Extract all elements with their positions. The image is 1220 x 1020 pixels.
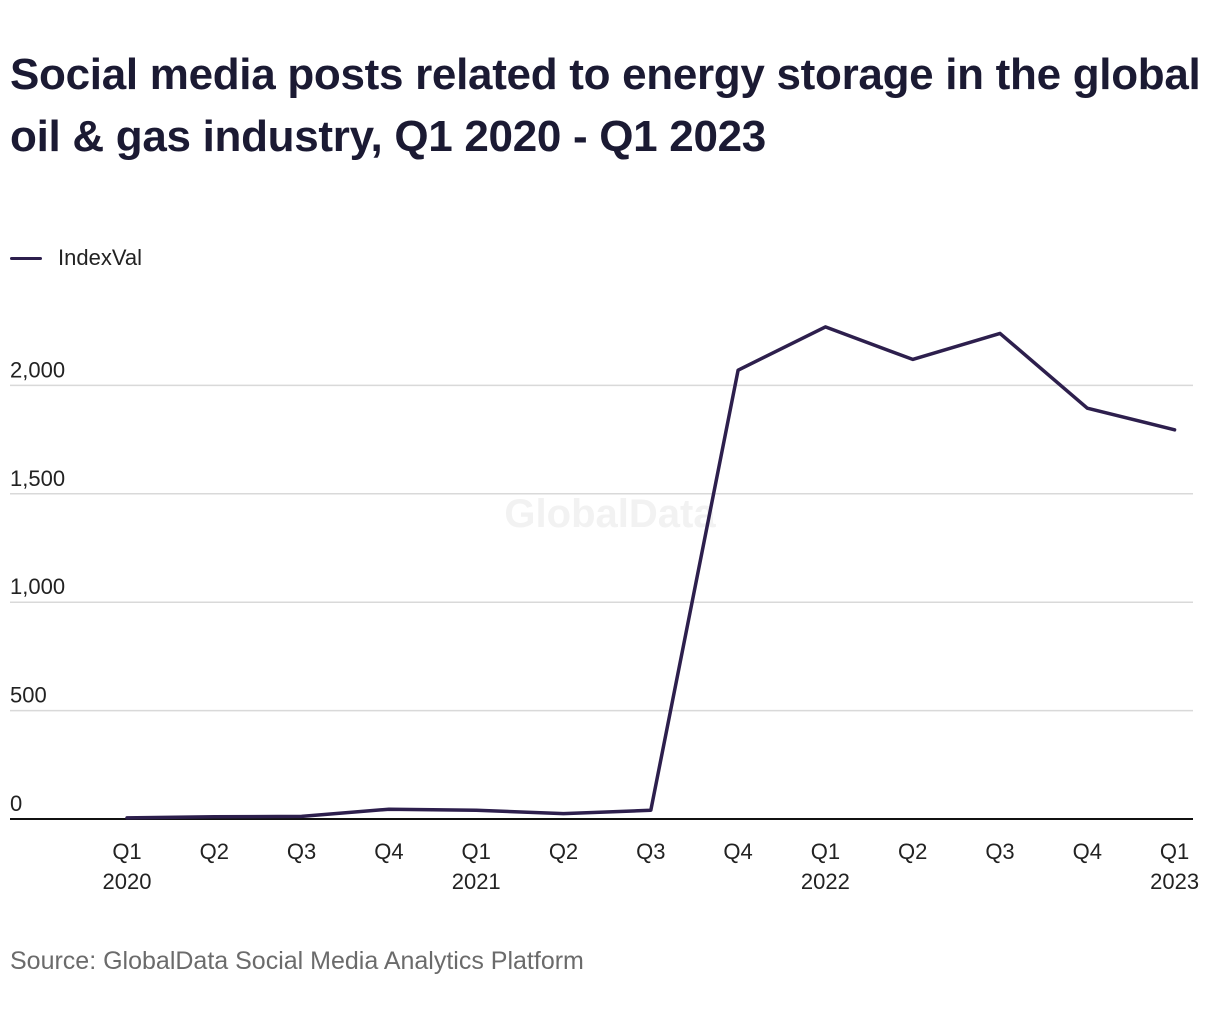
x-tick-label: Q2 — [549, 839, 578, 864]
x-tick-label: Q4 — [723, 839, 752, 864]
data-point — [1086, 407, 1089, 410]
y-tick-label: 2,000 — [10, 357, 65, 382]
data-point — [737, 369, 740, 372]
x-tick-label: Q4 — [374, 839, 403, 864]
data-point — [562, 812, 565, 815]
x-tick-year-label: 2022 — [801, 869, 850, 894]
watermark: GlobalData — [504, 492, 716, 536]
x-tick-label: Q3 — [636, 839, 665, 864]
y-tick-label: 500 — [10, 683, 47, 708]
x-tick-label: Q2 — [898, 839, 927, 864]
data-point — [126, 816, 129, 819]
x-tick-year-label: 2021 — [452, 869, 501, 894]
y-tick-label: 1,000 — [10, 574, 65, 599]
data-point — [911, 358, 914, 361]
data-point — [999, 332, 1002, 335]
data-point — [213, 815, 216, 818]
x-tick-label: Q1 — [462, 839, 491, 864]
x-tick-year-label: 2023 — [1150, 869, 1199, 894]
data-point — [475, 809, 478, 812]
x-tick-year-label: 2020 — [103, 869, 152, 894]
x-tick-label: Q1 — [811, 839, 840, 864]
legend-label: IndexVal — [58, 245, 142, 270]
y-tick-label: 0 — [10, 791, 22, 816]
chart-area: GlobalData 0 500 1,000 1,500 2,000 Q1 2020 Q2 Q3 Q… — [0, 290, 1220, 910]
data-point — [824, 325, 827, 328]
chart-legend: IndexVal — [10, 243, 142, 273]
data-point — [300, 815, 303, 818]
line-chart: GlobalData 0 500 1,000 1,500 2,000 Q1 2020 Q2 Q3 Q… — [10, 325, 1199, 894]
x-tick-label: Q1 — [112, 839, 141, 864]
x-tick-label: Q2 — [200, 839, 229, 864]
x-tick-label: Q3 — [985, 839, 1014, 864]
y-tick-label: 1,500 — [10, 466, 65, 491]
legend-swatch — [10, 256, 42, 260]
source-note: Source: GlobalData Social Media Analytic… — [10, 947, 584, 975]
data-point — [649, 809, 652, 812]
data-point — [1173, 428, 1176, 431]
series-line-indexval — [125, 325, 1177, 820]
x-tick-label: Q3 — [287, 839, 316, 864]
x-tick-label: Q4 — [1073, 839, 1102, 864]
chart-title: Social media posts related to energy sto… — [10, 50, 1201, 161]
x-tick-label: Q1 — [1160, 839, 1189, 864]
data-point — [387, 808, 390, 811]
